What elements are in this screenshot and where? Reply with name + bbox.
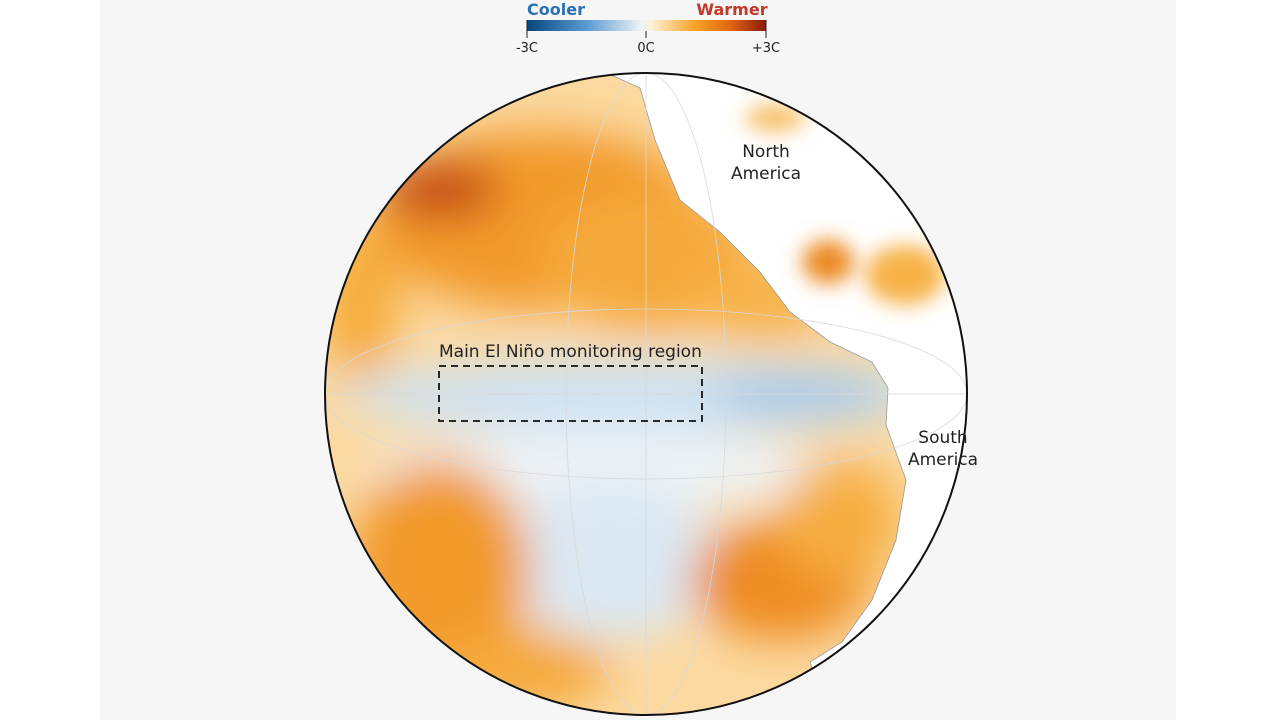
region-label: Main El Niño monitoring region	[439, 342, 702, 362]
color-scale	[527, 20, 766, 31]
globe-outline	[324, 72, 968, 716]
legend-tick-label: -3C	[516, 41, 538, 56]
legend-tick-label: +3C	[752, 41, 780, 56]
legend-tick-label: 0C	[637, 41, 654, 56]
south-america-label: South	[918, 428, 967, 448]
legend-cooler: Cooler	[527, 0, 585, 19]
legend: Cooler Warmer -3C 0C +3C	[516, 0, 780, 56]
south-america-label: America	[908, 450, 978, 470]
north-america-label: North	[742, 142, 790, 162]
nino-region	[438, 365, 703, 422]
north-america-label: America	[731, 164, 801, 184]
legend-warmer: Warmer	[696, 0, 767, 19]
